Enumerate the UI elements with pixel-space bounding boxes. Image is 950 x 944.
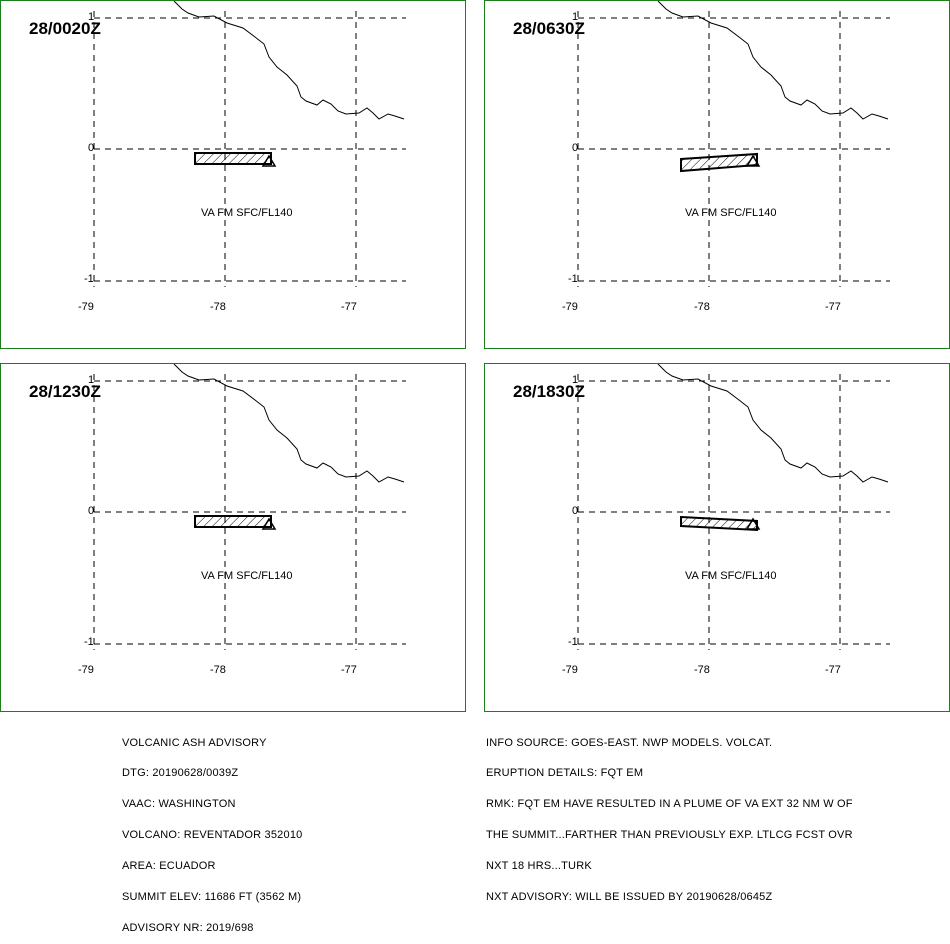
advisory-line: AREA: ECUADOR — [122, 860, 216, 873]
map-panel-2: 28/0630Z VA FM SFC/FL140 1 0 -1 -79 -78 … — [484, 0, 950, 349]
advisory-header-text: VOLCANIC ASH ADVISORY DTG: 20190628/0039… — [122, 717, 302, 944]
lon-tick-79: -79 — [78, 301, 94, 313]
va-label: VA FM SFC/FL140 — [685, 570, 777, 582]
lon-tick-77: -77 — [825, 301, 841, 313]
lon-tick-79: -79 — [78, 664, 94, 676]
advisory-line: VAAC: WASHINGTON — [122, 798, 236, 811]
lat-tick-minus1: -1 — [84, 273, 94, 285]
volcano-icon — [261, 154, 277, 167]
lat-tick-minus1: -1 — [568, 273, 578, 285]
remarks-line: NXT ADVISORY: WILL BE ISSUED BY 20190628… — [486, 891, 773, 904]
map-svg — [93, 364, 406, 650]
lat-tick-0: 0 — [88, 505, 95, 517]
lon-tick-78: -78 — [210, 301, 226, 313]
lat-tick-1: 1 — [572, 374, 579, 386]
lon-tick-78: -78 — [210, 664, 226, 676]
advisory-line: DTG: 20190628/0039Z — [122, 767, 239, 780]
lat-tick-0: 0 — [572, 505, 579, 517]
ash-plume-polygon — [680, 152, 758, 173]
time-label: 28/0630Z — [513, 19, 585, 38]
map-panel-1: 28/0020Z VA FM SFC/FL140 1 0 -1 -79 -78 … — [0, 0, 466, 349]
va-label: VA FM SFC/FL140 — [685, 207, 777, 219]
ash-plume-polygon — [194, 152, 272, 165]
remarks-line: NXT 18 HRS...TURK — [486, 860, 592, 873]
ash-plume-polygon — [680, 515, 758, 532]
map-svg — [93, 1, 406, 287]
time-label: 28/1830Z — [513, 382, 585, 401]
volcano-icon — [745, 154, 761, 167]
volcano-icon — [261, 517, 277, 530]
border-line — [657, 364, 889, 483]
border-line — [657, 1, 889, 120]
va-label: VA FM SFC/FL140 — [201, 570, 293, 582]
remarks-line: THE SUMMIT...FARTHER THAN PREVIOUSLY EXP… — [486, 829, 853, 842]
lat-tick-0: 0 — [572, 142, 579, 154]
lon-tick-78: -78 — [694, 664, 710, 676]
map-svg — [577, 364, 890, 650]
remarks-line: INFO SOURCE: GOES-EAST. NWP MODELS. VOLC… — [486, 736, 773, 749]
advisory-line: VOLCANO: REVENTADOR 352010 — [122, 829, 303, 842]
map-panel-4: 28/1830Z VA FM SFC/FL140 1 0 -1 -79 -78 … — [484, 363, 950, 712]
lon-tick-77: -77 — [341, 664, 357, 676]
lat-tick-1: 1 — [88, 374, 95, 386]
map-panel-3: 28/1230Z VA FM SFC/FL140 1 0 -1 -79 -78 … — [0, 363, 466, 712]
ash-plume-polygon — [194, 515, 272, 528]
advisory-line: ADVISORY NR: 2019/698 — [122, 921, 254, 934]
time-label: 28/1230Z — [29, 382, 101, 401]
advisory-line: VOLCANIC ASH ADVISORY — [122, 736, 267, 749]
lon-tick-79: -79 — [562, 664, 578, 676]
lat-tick-0: 0 — [88, 142, 95, 154]
lat-tick-1: 1 — [88, 11, 95, 23]
remarks-line: ERUPTION DETAILS: FQT EM — [486, 767, 644, 780]
lat-tick-minus1: -1 — [84, 636, 94, 648]
lat-tick-minus1: -1 — [568, 636, 578, 648]
border-line — [173, 364, 405, 483]
lon-tick-77: -77 — [341, 301, 357, 313]
lon-tick-77: -77 — [825, 664, 841, 676]
border-line — [173, 1, 405, 120]
advisory-line: SUMMIT ELEV: 11686 FT (3562 M) — [122, 891, 302, 904]
map-svg — [577, 1, 890, 287]
volcano-icon — [745, 517, 761, 530]
remarks-line: RMK: FQT EM HAVE RESULTED IN A PLUME OF … — [486, 798, 853, 811]
advisory-remarks-text: INFO SOURCE: GOES-EAST. NWP MODELS. VOLC… — [486, 717, 853, 913]
lat-tick-1: 1 — [572, 11, 579, 23]
va-label: VA FM SFC/FL140 — [201, 207, 293, 219]
lon-tick-78: -78 — [694, 301, 710, 313]
lon-tick-79: -79 — [562, 301, 578, 313]
time-label: 28/0020Z — [29, 19, 101, 38]
